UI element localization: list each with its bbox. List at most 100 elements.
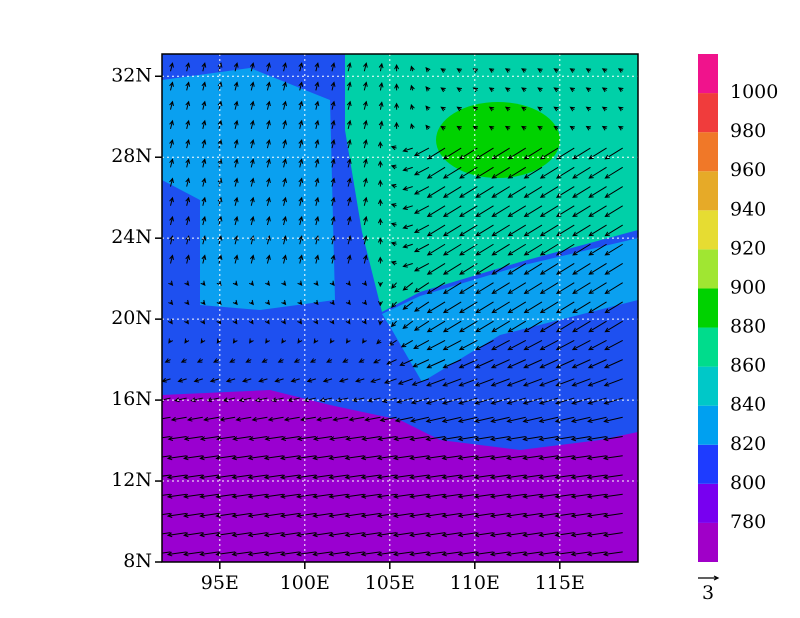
wind-vector [539, 359, 559, 369]
wind-vector [249, 196, 255, 206]
wind-vector [602, 532, 623, 538]
wind-vector [169, 158, 174, 168]
wind-vector [298, 81, 304, 91]
wind-vector [162, 455, 171, 458]
wind-vector [199, 455, 220, 461]
wind-vector [377, 160, 383, 168]
wind-vector [185, 139, 191, 149]
wind-vector [394, 64, 400, 72]
wind-vector [604, 205, 623, 218]
wind-vector [248, 436, 268, 442]
colorbar-band [698, 366, 718, 406]
x-tick-label: 95E [201, 572, 239, 594]
colorbar: 780 800 820 840 860 880 900 920 940 960 980 1000 3 [698, 54, 778, 604]
wind-vector [474, 339, 494, 351]
colorbar-label: 860 [730, 355, 766, 377]
wind-vector [298, 196, 304, 206]
wind-vector [441, 436, 462, 442]
wind-vector [247, 455, 268, 461]
wind-vector [217, 158, 223, 168]
wind-vector [539, 224, 559, 237]
wind-vector [200, 338, 206, 344]
wind-vector [363, 100, 368, 110]
wind-vector [489, 455, 510, 461]
wind-vector [473, 474, 494, 480]
wind-vector [441, 532, 462, 538]
wind-vector [603, 416, 623, 424]
wind-vector [394, 121, 400, 129]
colorbar-band [698, 93, 718, 133]
wind-vector [491, 339, 510, 351]
wind-vector [370, 378, 381, 384]
wind-vector [537, 68, 543, 73]
wind-vector [586, 455, 607, 461]
wind-vector [330, 215, 336, 226]
wind-vector [281, 299, 287, 306]
wind-vector [537, 106, 543, 112]
wind-vector [489, 474, 510, 480]
wind-vector [570, 455, 591, 461]
wind-vector [490, 359, 510, 369]
wind-vector [426, 378, 446, 387]
wind-vector [402, 243, 413, 249]
wind-vector [346, 158, 352, 168]
wind-vector [474, 397, 494, 405]
colorbar-band [698, 132, 718, 172]
wind-vector [572, 205, 591, 218]
wind-vector [355, 377, 365, 383]
wind-vector [346, 196, 352, 206]
wind-vector [162, 493, 171, 496]
wind-vector [489, 512, 510, 518]
wind-vector [411, 378, 430, 386]
wind-vector [523, 339, 543, 351]
wind-vector [233, 100, 239, 110]
wind-vector [266, 81, 271, 91]
wind-vector [330, 100, 336, 110]
y-tick-label: 8N [123, 550, 152, 572]
wind-vector [571, 397, 591, 405]
wind-vector [426, 301, 446, 314]
wind-vector [247, 551, 268, 557]
wind-vector [328, 493, 349, 499]
wind-vector [602, 493, 623, 499]
wind-vector [506, 416, 526, 424]
wind-vector [265, 338, 270, 344]
wind-vector [346, 119, 352, 130]
wind-vector [282, 254, 288, 264]
wind-vector [539, 301, 559, 314]
wind-vector [491, 263, 510, 275]
wind-vector [523, 301, 543, 314]
wind-vector [296, 455, 316, 461]
wind-vector [425, 124, 431, 130]
wind-vector [456, 68, 462, 73]
wind-vector [522, 532, 543, 538]
wind-vector [233, 235, 239, 245]
wind-vector [265, 299, 271, 306]
wind-vector [442, 301, 462, 314]
wind-vector [183, 436, 203, 442]
wind-vector [586, 551, 607, 557]
colorbar-label: 960 [730, 159, 766, 181]
wind-vector [233, 177, 239, 187]
wind-vector [457, 416, 478, 424]
wind-vector [553, 87, 559, 93]
wind-vector [296, 474, 316, 480]
wind-vector [360, 455, 381, 461]
wind-vector [603, 397, 623, 405]
wind-vector [473, 512, 494, 518]
wind-vector [263, 512, 284, 518]
wind-vector [588, 205, 607, 218]
wind-vector [233, 158, 239, 168]
colorbar-label: 1000 [730, 81, 778, 103]
wind-vector [457, 474, 478, 480]
wind-vector [413, 166, 430, 176]
colorbar-label: 780 [730, 511, 766, 533]
wind-vector [506, 532, 526, 538]
wind-vector [231, 532, 252, 538]
wind-vector [167, 436, 187, 442]
wind-vector [507, 205, 527, 218]
wind-vector [394, 83, 400, 91]
wind-vector [442, 378, 462, 387]
wind-vector [474, 359, 494, 369]
